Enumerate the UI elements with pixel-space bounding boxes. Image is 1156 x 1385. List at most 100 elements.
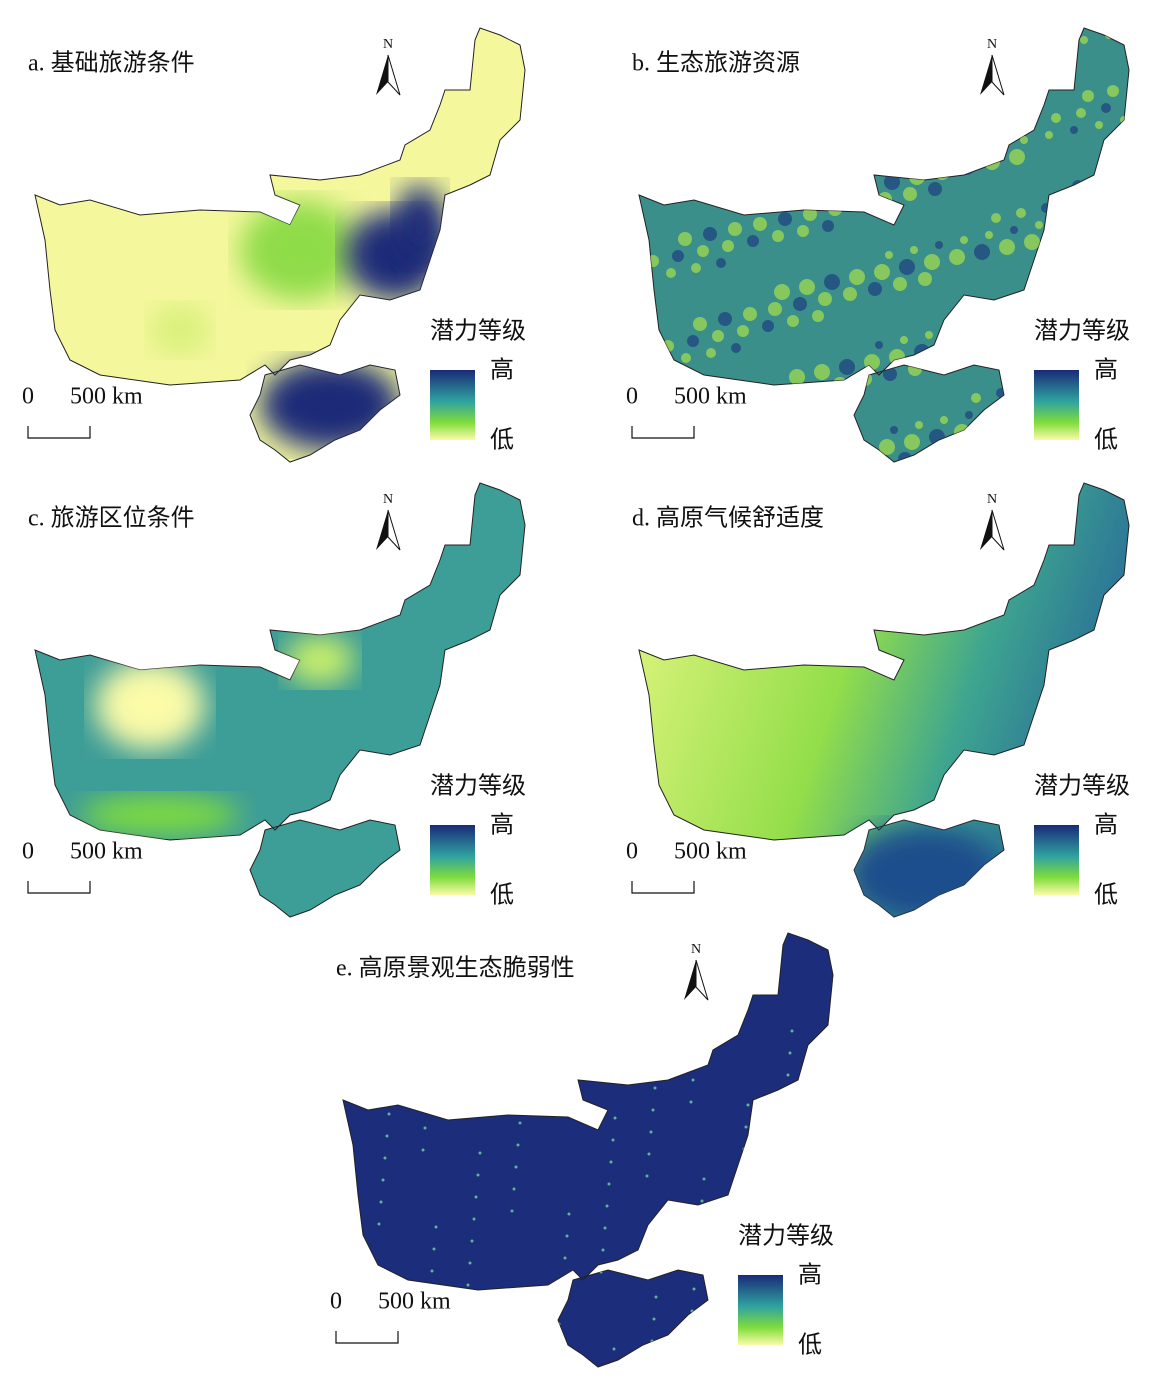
texture-dot [814,364,830,380]
legend-title: 潜力等级 [430,318,526,345]
texture-dot [698,1221,702,1225]
texture-dot [864,354,880,370]
texture-dot [799,279,815,295]
texture-dot [641,273,651,283]
texture-dot [918,272,932,286]
legend-title: 潜力等级 [1034,318,1130,345]
texture-dot [473,986,477,990]
texture-dot [1107,85,1119,97]
legend-high: 高 [490,812,514,839]
texture-dot [601,1248,605,1252]
texture-dot [832,130,844,142]
blob [844,825,1004,917]
texture-dot [971,393,981,403]
texture-dot [909,169,925,185]
texture-dot [1087,265,1099,277]
texture-dot [612,1347,616,1351]
texture-dot [1056,288,1066,298]
texture-dot [558,1091,562,1095]
texture-dot [656,358,666,368]
texture-dot [1106,278,1116,288]
scale-zero: 0 [22,839,34,865]
texture-dot [878,192,892,206]
texture-dot [981,303,991,313]
texture-dot [738,132,752,146]
texture-dot [828,1021,832,1025]
texture-dot [778,212,792,226]
texture-dot [884,174,900,190]
texture-dot [790,1029,794,1033]
scale-distance: 500 km [70,384,143,410]
texture-dot [654,1295,658,1299]
north-label: N [987,37,997,52]
texture-dot [919,79,935,95]
texture-dot [522,1077,526,1081]
legend-gradient [738,1275,783,1345]
texture-dot [479,1360,483,1364]
texture-dot [515,934,519,938]
texture-dot [1025,311,1033,319]
texture-dot [939,339,955,355]
texture-dot [671,443,681,453]
north-arrow [387,54,401,96]
texture-dot [923,447,937,461]
blob [80,795,240,835]
texture-dot [825,1274,829,1278]
legend-low: 低 [490,427,514,454]
texture-dot [1055,41,1063,49]
texture-dot [733,1026,737,1030]
texture-dot [990,406,998,414]
texture-dot [804,454,820,462]
texture-dot [519,1330,523,1334]
texture-dot [827,395,839,407]
texture-dot [895,161,903,169]
texture-dot [808,382,822,396]
legend-high: 高 [1094,357,1118,384]
texture-dot [960,236,968,244]
north-arrow [684,960,696,1000]
texture-dot [1125,291,1129,299]
texture-dot [1016,208,1026,218]
texture-dot [1009,149,1025,165]
texture-dot [893,277,907,291]
texture-dot [853,197,867,211]
texture-dot [728,222,742,236]
texture-dot [979,419,995,435]
texture-dot [785,1304,789,1308]
texture-dot [739,960,743,964]
texture-dot [985,231,993,239]
texture-dot [701,173,711,183]
texture-dot [662,340,674,352]
texture-dot [1105,31,1113,39]
texture-dot [346,933,350,937]
texture-dot [900,336,908,344]
texture-dot [848,462,862,476]
texture-dot [763,127,777,141]
texture-dot [788,1051,792,1055]
texture-dot [768,302,782,316]
texture-dot [518,1121,522,1125]
texture-dot [782,1117,786,1121]
texture-dot [875,341,883,349]
texture-dot [1101,103,1111,113]
texture-dot [793,297,807,311]
texture-dot [1051,113,1061,123]
texture-dot [648,1361,652,1365]
legend-gradient [1034,370,1079,440]
texture-dot [834,1187,837,1190]
texture-dot [858,372,872,386]
texture-dot [1111,453,1121,462]
texture-dot [1014,324,1030,340]
texture-dot [1060,216,1068,224]
texture-dot [653,1086,657,1090]
texture-dot [1070,126,1078,134]
legend-high: 高 [798,1262,822,1289]
texture-dot [833,377,847,391]
texture-dot [568,981,572,985]
scale-distance: 500 km [674,839,747,865]
blob [260,360,400,450]
scale-bar [27,426,91,439]
texture-dot [798,32,812,46]
